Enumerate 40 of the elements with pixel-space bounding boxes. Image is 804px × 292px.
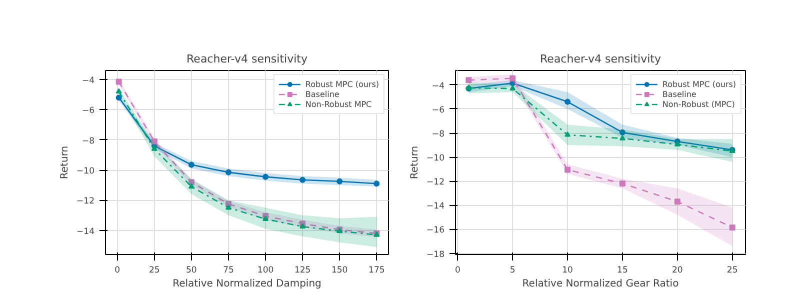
legend-label: Non-Robust (MPC): [662, 99, 735, 109]
x-tick-label: 150: [331, 266, 348, 276]
y-tick-label: −10: [76, 166, 95, 177]
y-tick-label: −12: [76, 196, 95, 207]
y-tick-label: −10: [426, 154, 445, 164]
chart-title: Reacher-v4 sensitivity: [540, 52, 662, 66]
x-axis-title: Relative Normalized Damping: [172, 278, 322, 290]
x-tick-label: 75: [223, 266, 234, 276]
chart-title: Reacher-v4 sensitivity: [186, 52, 308, 66]
y-tick-label: −6: [82, 106, 94, 116]
x-tick-label: 125: [294, 266, 311, 276]
y-tick-label: −12: [426, 178, 445, 188]
legend-label: Robust MPC (ours): [662, 79, 736, 89]
y-tick-label: −18: [426, 250, 445, 260]
legend-label: Robust MPC (ours): [305, 79, 379, 89]
y-tick-label: −8: [432, 130, 444, 140]
legend-label: Baseline: [662, 89, 696, 99]
x-axis-title: Relative Normalized Gear Ratio: [522, 278, 679, 290]
x-tick-label: 0: [454, 266, 460, 276]
x-tick-label: 100: [257, 266, 274, 276]
x-tick-label: 0: [114, 266, 120, 276]
y-axis-title: Return: [60, 146, 71, 180]
x-tick-label: 25: [148, 266, 160, 276]
legend-label: Non-Robust MPC: [305, 99, 372, 109]
x-tick-label: 10: [562, 266, 573, 276]
x-tick-label: 50: [186, 266, 197, 276]
y-tick-label: −8: [82, 136, 94, 146]
legend-label: Baseline: [305, 89, 340, 99]
x-tick-label: 20: [672, 266, 683, 276]
y-tick-label: −14: [76, 226, 95, 237]
y-axis-title: Return: [410, 146, 421, 180]
y-tick-label: −16: [426, 226, 445, 236]
x-tick-label: 15: [617, 266, 628, 276]
y-tick-label: −6: [432, 105, 444, 116]
y-tick-label: −14: [426, 202, 445, 212]
x-tick-label: 25: [726, 266, 738, 276]
y-tick-label: −4: [432, 81, 444, 92]
x-tick-label: 175: [368, 266, 385, 276]
y-tick-label: −4: [82, 76, 94, 86]
x-tick-label: 5: [510, 266, 516, 276]
